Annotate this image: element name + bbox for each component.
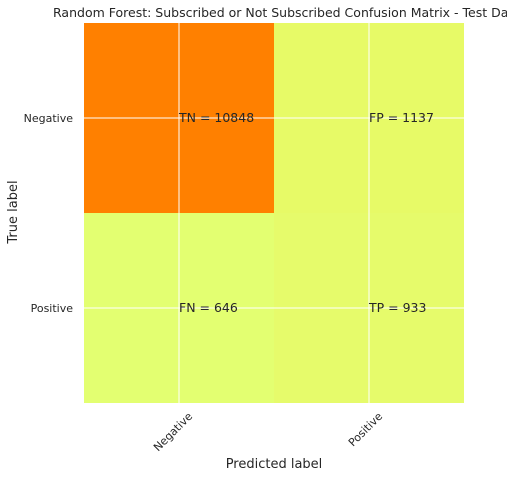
y-tick-labels: Negative Positive [24,112,74,315]
cell-value-label: TP = 933 [368,300,426,315]
y-tick-label: Positive [31,302,74,315]
x-tick-label: Positive [346,410,385,449]
y-tick-label: Negative [24,112,74,125]
y-axis-label: True label [6,180,21,244]
heatmap-cells [84,23,464,403]
cell-value-label: FP = 1137 [369,110,434,125]
x-axis-label: Predicted label [226,457,323,472]
x-tick-labels: Negative Positive [151,410,385,454]
cell-value-label: TN = 10848 [178,110,254,125]
chart-title: Random Forest: Subscribed or Not Subscri… [53,5,507,20]
cell-value-label: FN = 646 [179,300,238,315]
grid-lines [84,23,464,403]
x-tick-label: Negative [151,410,195,454]
cell-labels: TN = 10848 FP = 1137 FN = 646 TP = 933 [178,110,434,315]
